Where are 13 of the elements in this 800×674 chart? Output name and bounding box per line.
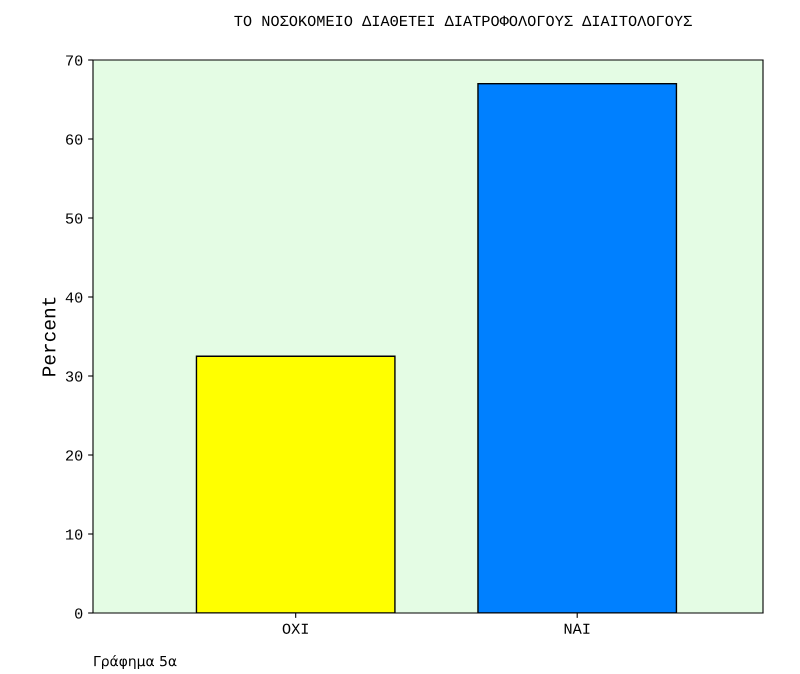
chart-title: ΤΟ ΝΟΣΟΚΟΜΕΙΟ ΔΙΑΘΕΤΕΙ ΔΙΑΤΡΟΦΟΛΟΓΟΥΣ ΔΙΑΙΤΟΛΟΓΟΥΣ xyxy=(234,16,692,26)
y-tick-label: 0 xyxy=(75,608,82,619)
y-tick-label: 40 xyxy=(66,292,82,303)
y-axis-title: Percent xyxy=(42,298,56,376)
y-tick-label: 70 xyxy=(66,55,82,66)
x-tick-label: ΟΧΙ xyxy=(282,624,308,634)
y-tick-label: 30 xyxy=(66,371,82,382)
y-tick-label: 50 xyxy=(66,213,82,224)
y-tick-label: 60 xyxy=(66,134,82,145)
y-tick-label: 20 xyxy=(66,450,82,461)
text: Γράφημα 5α xyxy=(94,655,176,669)
y-tick-label: 10 xyxy=(66,529,82,540)
x-tick-label: ΝΑΙ xyxy=(564,624,590,634)
